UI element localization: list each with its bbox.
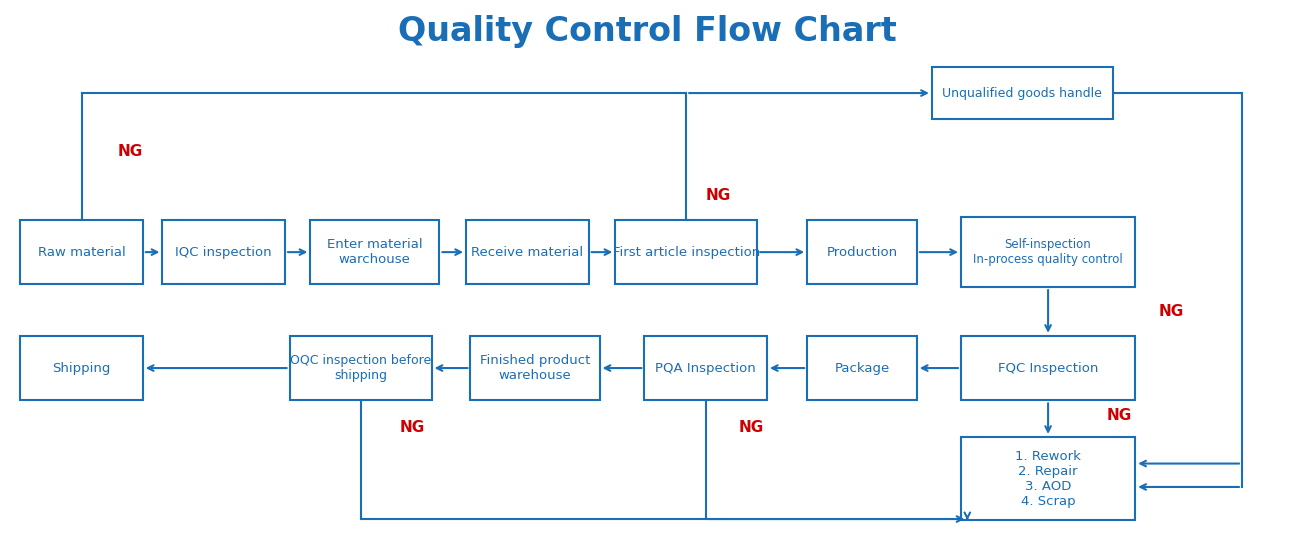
FancyBboxPatch shape: [961, 217, 1136, 287]
Text: Finished product
warehouse: Finished product warehouse: [480, 354, 591, 382]
Text: Raw material: Raw material: [38, 246, 126, 259]
FancyBboxPatch shape: [470, 335, 600, 401]
Text: NG: NG: [118, 144, 144, 158]
FancyBboxPatch shape: [311, 220, 439, 285]
Text: Enter material
warchouse: Enter material warchouse: [328, 238, 422, 266]
FancyBboxPatch shape: [961, 335, 1136, 401]
FancyBboxPatch shape: [932, 67, 1112, 119]
Text: NG: NG: [738, 420, 764, 435]
FancyBboxPatch shape: [21, 335, 142, 401]
Text: OQC inspection before
shipping: OQC inspection before shipping: [290, 354, 431, 382]
Text: NG: NG: [400, 420, 425, 435]
FancyBboxPatch shape: [807, 335, 917, 401]
FancyBboxPatch shape: [645, 335, 767, 401]
FancyBboxPatch shape: [615, 220, 758, 285]
FancyBboxPatch shape: [162, 220, 285, 285]
Text: Unqualified goods handle: Unqualified goods handle: [943, 87, 1102, 100]
Text: NG: NG: [706, 188, 732, 203]
Text: Receive material: Receive material: [471, 246, 583, 259]
FancyBboxPatch shape: [961, 437, 1136, 520]
FancyBboxPatch shape: [21, 220, 142, 285]
Text: Production: Production: [826, 246, 897, 259]
FancyBboxPatch shape: [466, 220, 589, 285]
FancyBboxPatch shape: [807, 220, 917, 285]
Text: IQC inspection: IQC inspection: [175, 246, 272, 259]
Text: NG: NG: [1106, 409, 1132, 423]
Text: First article inspection: First article inspection: [613, 246, 760, 259]
Text: Quality Control Flow Chart: Quality Control Flow Chart: [398, 15, 897, 48]
FancyBboxPatch shape: [290, 335, 431, 401]
Text: Shipping: Shipping: [52, 362, 110, 375]
Text: Package: Package: [834, 362, 890, 375]
Text: FQC Inspection: FQC Inspection: [998, 362, 1098, 375]
Text: Self-inspection
In-process quality control: Self-inspection In-process quality contr…: [974, 238, 1123, 266]
Text: PQA Inspection: PQA Inspection: [655, 362, 756, 375]
Text: 1. Rework
2. Repair
3. AOD
4. Scrap: 1. Rework 2. Repair 3. AOD 4. Scrap: [1015, 450, 1081, 508]
Text: NG: NG: [1159, 304, 1184, 319]
